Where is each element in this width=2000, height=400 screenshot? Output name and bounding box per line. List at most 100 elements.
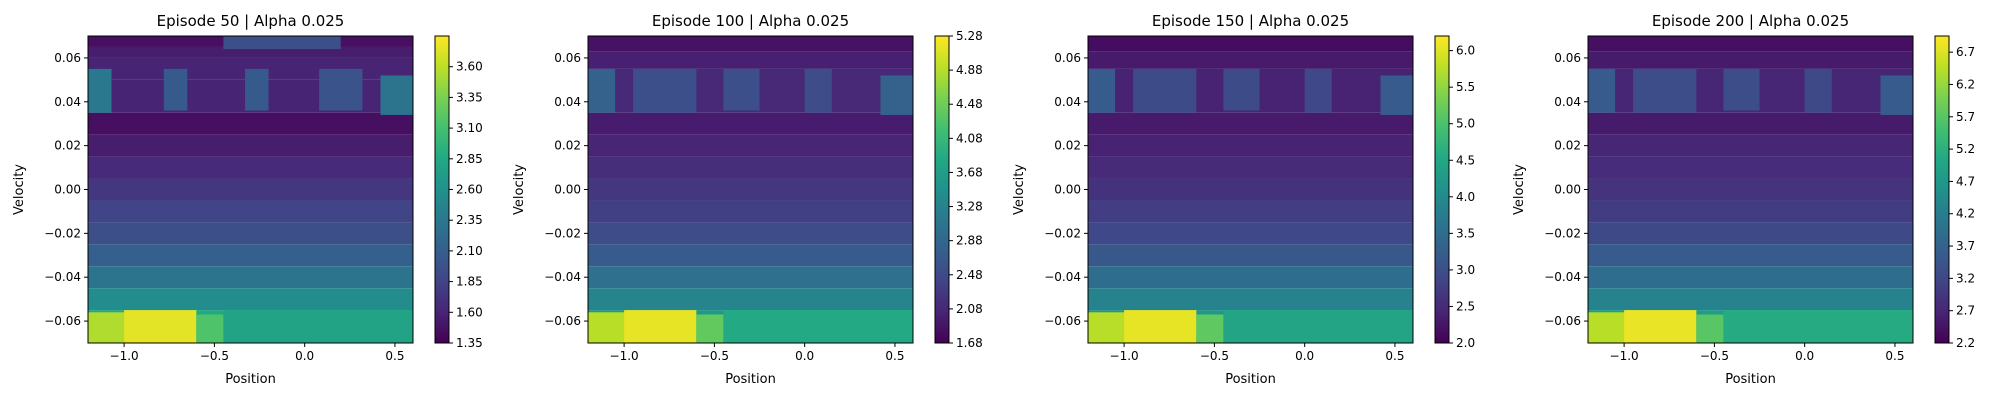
colorbar-tick-label: 4.48 [956,97,983,111]
heatmap-patch [1223,310,1413,343]
y-tick-label: −0.06 [44,314,81,328]
heatmap-band [1088,222,1413,245]
heatmap-band [1588,51,1913,69]
chart-title: Episode 200 | Alpha 0.025 [1652,12,1849,30]
heatmap-band [588,156,913,179]
colorbar-tick-label: 4.7 [1956,174,1975,188]
heatmap-patch [1223,68,1260,111]
heatmap-patch [1624,310,1697,343]
y-tick-label: 0.02 [1054,139,1081,153]
heatmap-band [88,112,413,135]
y-tick-label: −0.04 [44,270,81,284]
heatmap-band [588,36,913,52]
x-tick-label: 0.5 [1385,349,1404,363]
y-tick-label: 0.06 [54,51,81,65]
y-tick-label: −0.06 [1544,314,1581,328]
heatmap-patch [1124,310,1197,343]
colorbar-tick-label: 2.85 [456,152,483,166]
heatmap-patch [696,314,724,343]
colorbar-tick-label: 2.5 [1456,299,1475,313]
heatmap-band [88,156,413,179]
heatmap-band [1588,266,1913,289]
y-tick-label: 0.00 [554,183,581,197]
x-tick-label: 0.5 [385,349,404,363]
plot-area [88,36,413,343]
y-tick-label: −0.02 [544,226,581,240]
colorbar-tick-label: 4.88 [956,63,983,77]
heatmap-band [1588,112,1913,135]
heatmap-patch [88,68,112,113]
heatmap-band [88,266,413,289]
colorbar: 2.0 2.5 3.0 3.5 4.0 4.5 5.0 5.5 6.0 [1434,35,1475,350]
colorbar-tick-label: 6.2 [1956,77,1975,91]
heatmap-band [588,112,913,135]
heatmap-band [1588,156,1913,179]
colorbar-tick-label: 2.48 [956,268,983,282]
plot-area [1588,36,1913,343]
chart-title: Episode 50 | Alpha 0.025 [157,12,345,30]
heatmap-band [1588,244,1913,267]
colorbar-tick-label: 2.0 [1456,336,1475,350]
x-tick-label: 0.5 [1885,349,1904,363]
heatmap-patch [245,68,269,111]
y-axis-label: Velocity [512,164,527,215]
colorbar-gradient [934,35,950,344]
heatmap-band [1088,266,1413,289]
x-axis-label: Position [1225,372,1276,387]
heatmap-patch [163,68,188,111]
colorbar-tick-label: 3.35 [456,90,483,104]
heatmap-band [88,134,413,157]
heatmap-patch [1723,68,1760,111]
colorbar-tick-label: 2.35 [456,213,483,227]
y-tick-label: −0.04 [544,270,581,284]
heatmap-band [588,244,913,267]
x-tick-label: 0.0 [295,349,314,363]
plot-area [588,36,913,343]
y-tick-label: 0.04 [554,95,581,109]
heatmap-patch [380,75,413,115]
heatmap-patch [223,310,413,343]
heatmap-patch [1380,75,1413,115]
y-tick-label: 0.06 [1554,51,1581,65]
y-tick-label: −0.06 [1044,314,1081,328]
y-axis-label: Velocity [12,164,27,215]
heatmap-patch [196,314,224,343]
y-tick-label: −0.04 [1044,270,1081,284]
panel-4: −1.0 −0.5 0.0 0.5 −0.06 −0.04 −0.02 0.00 0.02 0.0… [1512,12,1975,387]
heatmap-band [588,222,913,245]
heatmap-band [1588,36,1913,52]
colorbar-tick-label: 1.60 [456,305,483,319]
x-axis-label: Position [1725,372,1776,387]
colorbar-tick-label: 3.28 [956,200,983,214]
heatmap-patch [588,68,616,113]
y-tick-label: −0.02 [44,226,81,240]
heatmap-patch [1196,314,1224,343]
x-tick-label: 0.5 [885,349,904,363]
x-tick-label: −1.0 [610,349,639,363]
y-tick-label: −0.06 [544,314,581,328]
y-tick-label: 0.02 [54,139,81,153]
heatmap-band [1088,112,1413,135]
x-tick-label: −1.0 [110,349,139,363]
panel-1: −1.0 −0.5 0.0 0.5 −0.06 −0.04 −0.02 0.00 0.02 0.0… [12,12,483,387]
x-tick-label: 0.0 [1295,349,1314,363]
plot-area [1088,36,1413,343]
heatmap-band [588,288,913,311]
heatmap-band [588,200,913,223]
heatmap-patch [88,312,128,343]
y-tick-label: −0.04 [1544,270,1581,284]
colorbar-tick-label: 1.85 [456,275,483,289]
heatmap-patch [124,310,197,343]
colorbar-tick-label: 3.5 [1456,226,1475,240]
heatmap-band [88,200,413,223]
colorbar-tick-label: 4.5 [1456,153,1475,167]
heatmap-patch [880,75,913,115]
x-tick-label: −0.5 [1200,349,1229,363]
colorbar-gradient [1934,35,1950,344]
y-tick-label: 0.06 [1054,51,1081,65]
panel-3: −1.0 −0.5 0.0 0.5 −0.06 −0.04 −0.02 0.00 0.02 0.0… [1012,12,1475,387]
colorbar-tick-label: 4.2 [1956,207,1975,221]
y-tick-label: 0.00 [54,183,81,197]
colorbar: 1.35 1.60 1.85 2.10 2.35 2.60 2.85 3.10 3.35 3.60 [434,35,483,350]
chart-title: Episode 150 | Alpha 0.025 [1152,12,1349,30]
